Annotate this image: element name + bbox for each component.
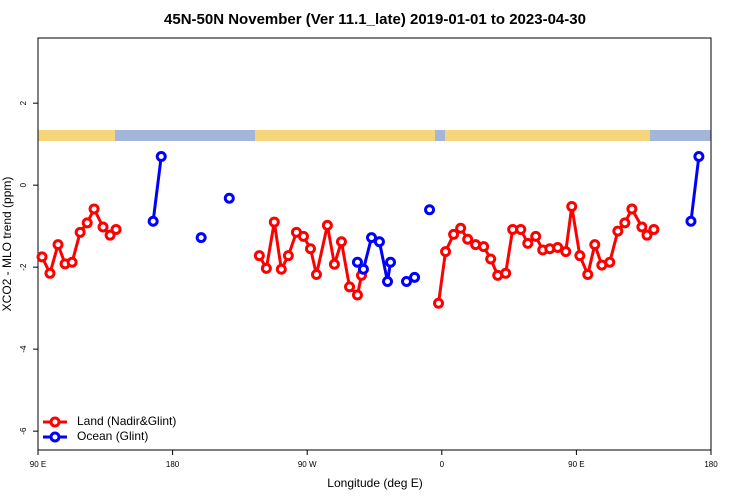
y-tick-label: -6 xyxy=(19,427,28,435)
data-point xyxy=(110,223,122,235)
data-point xyxy=(566,200,578,212)
data-point xyxy=(366,232,378,244)
data-point xyxy=(223,192,235,204)
data-point xyxy=(515,223,527,235)
data-point xyxy=(282,250,294,262)
data-point xyxy=(485,253,497,265)
data-point xyxy=(604,256,616,268)
data-point xyxy=(328,258,340,270)
data-point xyxy=(478,241,490,253)
data-point xyxy=(268,216,280,228)
x-tick-label: 0 xyxy=(440,460,445,469)
data-point xyxy=(693,150,705,162)
data-point xyxy=(401,276,413,288)
land-ocean-band xyxy=(38,130,711,141)
legend-marker xyxy=(49,431,61,443)
legend: Land (Nadir&Glint)Ocean (Glint) xyxy=(43,414,176,443)
data-point xyxy=(619,217,631,229)
y-tick-label: -2 xyxy=(19,263,28,271)
x-tick-label: 90 W xyxy=(298,460,317,469)
data-point xyxy=(373,236,385,248)
y-tick-label: -4 xyxy=(19,345,28,353)
chart-title: 45N-50N November (Ver 11.1_late) 2019-01… xyxy=(164,11,586,28)
y-tick-label: 2 xyxy=(19,100,28,105)
data-point xyxy=(344,281,356,293)
data-point xyxy=(685,215,697,227)
x-axis-label: Longitude (deg E) xyxy=(327,476,422,490)
data-point xyxy=(626,203,638,215)
data-point xyxy=(147,215,159,227)
data-point xyxy=(462,233,474,245)
data-point xyxy=(357,263,369,275)
legend-label: Land (Nadir&Glint) xyxy=(77,414,176,428)
x-tick-label: 180 xyxy=(166,460,180,469)
data-point xyxy=(500,267,512,279)
data-point xyxy=(636,221,648,233)
data-point xyxy=(310,269,322,281)
data-point xyxy=(155,150,167,162)
legend-label: Ocean (Glint) xyxy=(77,429,148,443)
data-point xyxy=(66,256,78,268)
data-point xyxy=(552,241,564,253)
data-point xyxy=(36,251,48,263)
x-tick-label: 180 xyxy=(704,460,718,469)
data-point xyxy=(424,204,436,216)
data-point xyxy=(560,246,572,258)
x-tick-label: 90 E xyxy=(568,460,584,469)
data-point xyxy=(335,236,347,248)
land-band xyxy=(38,130,115,141)
data-point xyxy=(260,262,272,274)
data-point xyxy=(275,263,287,275)
data-point xyxy=(81,217,93,229)
data-point xyxy=(304,243,316,255)
data-point xyxy=(88,203,100,215)
data-point xyxy=(440,246,452,258)
y-axis-label: XCO2 - MLO trend (ppm) xyxy=(0,177,14,312)
x-tick-label: 90 E xyxy=(30,460,46,469)
data-point xyxy=(612,225,624,237)
data-point xyxy=(522,237,534,249)
legend-marker xyxy=(49,416,61,428)
data-point xyxy=(44,267,56,279)
data-point xyxy=(74,226,86,238)
data-point xyxy=(382,276,394,288)
data-point xyxy=(530,230,542,242)
data-point xyxy=(574,250,586,262)
data-point xyxy=(409,271,421,283)
data-point xyxy=(321,219,333,231)
data-point xyxy=(195,232,207,244)
land-band xyxy=(255,130,435,141)
data-point xyxy=(448,228,460,240)
land-band xyxy=(445,130,650,141)
data-point xyxy=(582,269,594,281)
data-point xyxy=(455,222,467,234)
plot-frame xyxy=(37,37,712,451)
data-point xyxy=(253,250,265,262)
data-point xyxy=(351,289,363,301)
data-point xyxy=(351,256,363,268)
data-point xyxy=(52,239,64,251)
data-point xyxy=(297,230,309,242)
data-point xyxy=(385,256,397,268)
data-point xyxy=(589,239,601,251)
data-point xyxy=(97,221,109,233)
y-tick-label: 0 xyxy=(19,182,28,187)
data-point xyxy=(433,297,445,309)
data-point xyxy=(648,223,660,235)
data-point xyxy=(641,229,653,241)
